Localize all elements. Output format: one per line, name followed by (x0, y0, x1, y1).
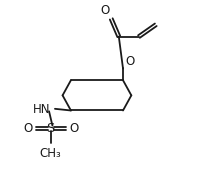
Text: HN: HN (33, 103, 51, 116)
Text: S: S (47, 122, 55, 135)
Text: O: O (23, 122, 32, 135)
Text: O: O (69, 122, 79, 135)
Text: O: O (125, 55, 134, 68)
Text: CH₃: CH₃ (40, 147, 62, 160)
Text: O: O (100, 4, 110, 17)
